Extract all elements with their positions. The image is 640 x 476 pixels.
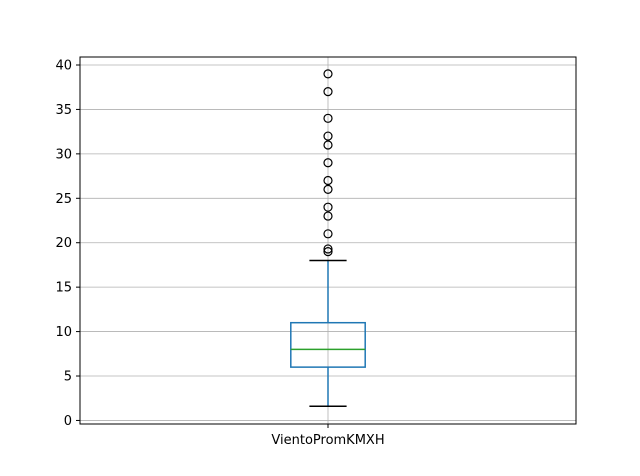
box-series [290,69,366,407]
y-tick-label: 5 [64,370,72,385]
y-tick-label: 30 [55,147,72,162]
grid-lines [80,57,576,424]
y-tick-label: 40 [55,58,72,73]
box-iqr [290,321,366,368]
outlier-point [323,131,333,141]
x-tick-label: VientoPromKMXH [271,433,384,448]
y-tick-label: 25 [55,192,72,207]
y-tick-label: 10 [55,325,72,340]
outlier-point [323,158,333,168]
outlier-point [323,69,333,79]
y-tick-label: 15 [55,281,72,296]
outlier-point [323,247,333,257]
y-axis: 0 5 10 15 20 25 30 35 40 [55,58,80,429]
outlier-point [323,211,333,221]
outlier-point [323,184,333,195]
outlier-point [323,140,333,150]
y-tick-label: 0 [64,414,72,429]
outlier-point [323,244,333,254]
outlier-point [323,202,333,212]
outlier-point [323,175,333,186]
outlier-point [323,113,333,123]
x-axis: VientoPromKMXH [271,424,385,448]
y-tick-label: 35 [55,103,72,118]
outlier-point [323,229,333,239]
y-tick-label: 20 [55,236,72,251]
outlier-point [323,87,333,97]
